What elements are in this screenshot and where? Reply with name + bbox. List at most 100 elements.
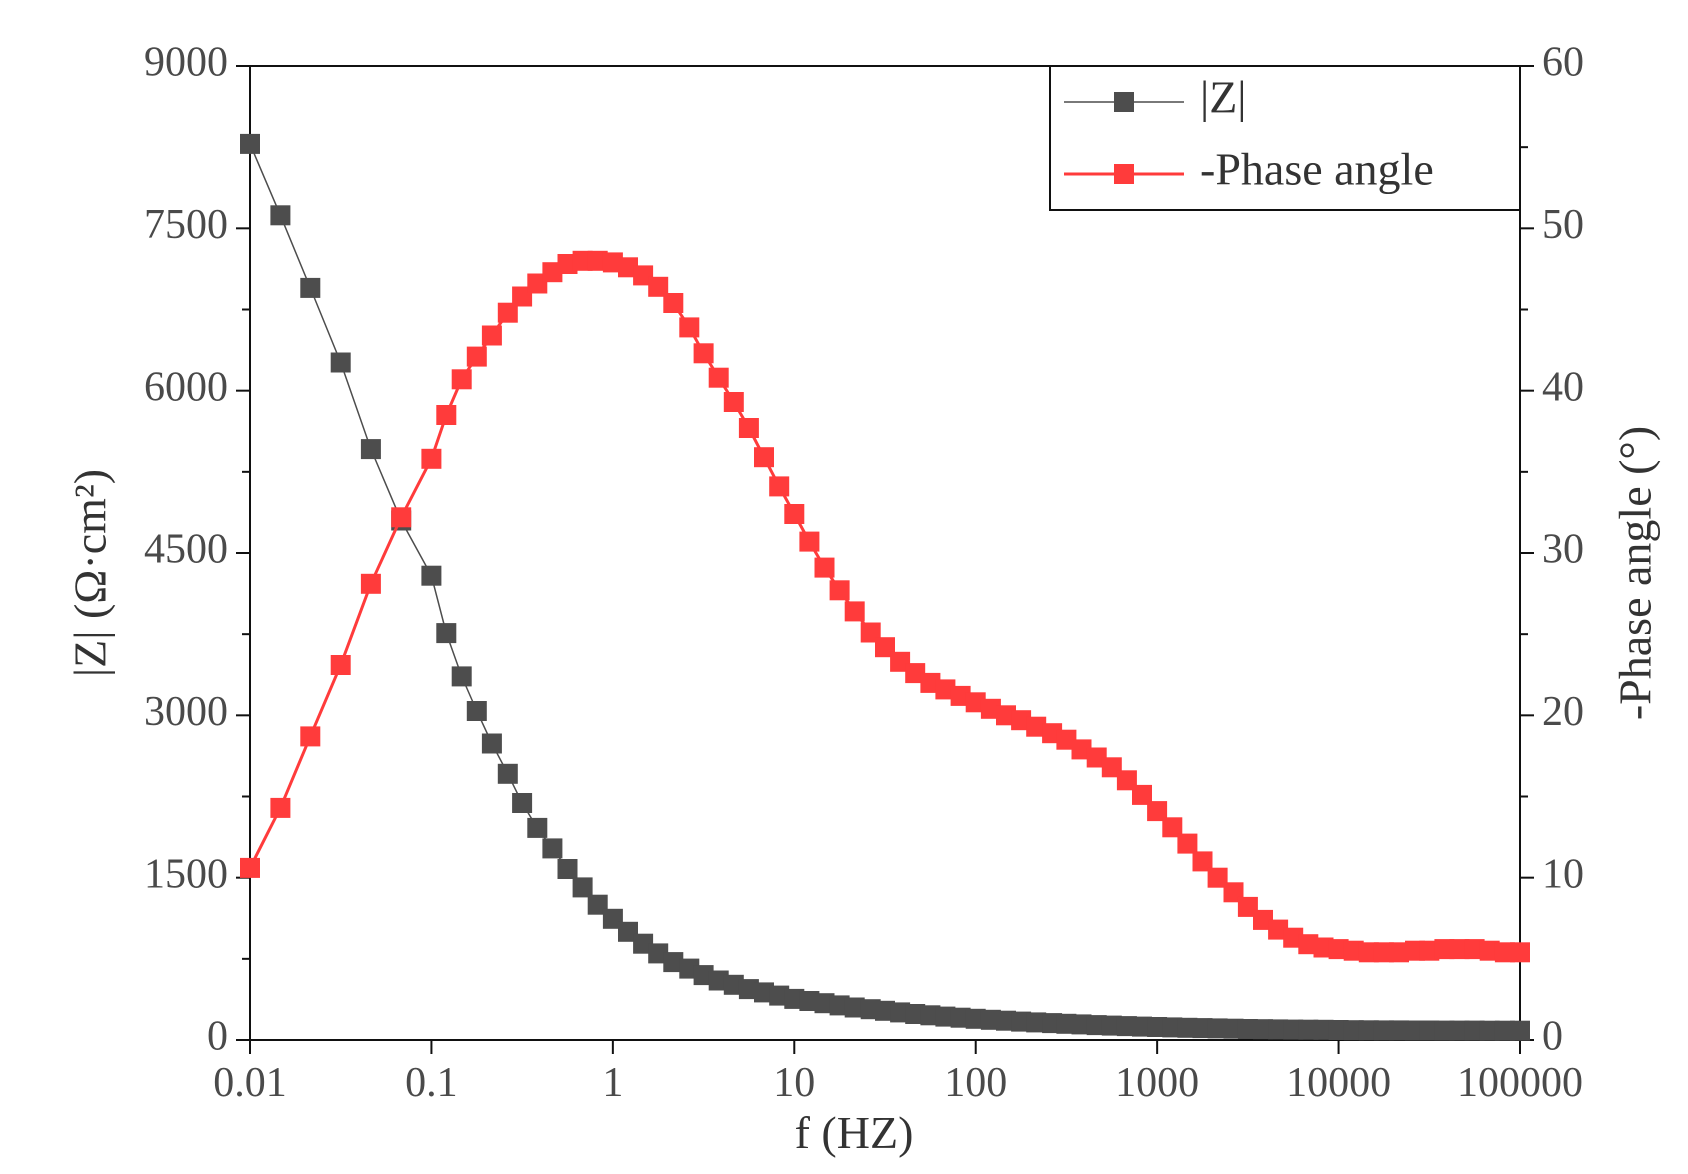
y-right-axis-title: -Phase angle (°)	[1610, 426, 1661, 720]
impedance-point	[436, 623, 457, 644]
phase-angle-point	[572, 250, 593, 271]
phase-angle-point	[1479, 940, 1500, 961]
impedance-point	[965, 1008, 986, 1029]
impedance-point	[330, 352, 351, 373]
impedance-point	[557, 859, 578, 879]
impedance-point	[935, 1006, 956, 1027]
phase-angle-point	[1510, 942, 1530, 963]
impedance-point	[360, 439, 381, 460]
impedance-point	[1419, 1020, 1440, 1041]
impedance-point	[1162, 1017, 1183, 1038]
impedance-point	[980, 1009, 1001, 1030]
phase-angle-point	[1434, 939, 1455, 960]
phase-angle-point	[829, 580, 850, 601]
phase-angle-point	[723, 392, 744, 412]
phase-angle-point	[1449, 939, 1470, 960]
y-right-tick-label: 40	[1542, 364, 1584, 410]
impedance-point	[844, 997, 865, 1018]
impedance-point	[1434, 1020, 1455, 1041]
phase-angle-point	[1298, 934, 1319, 955]
impedance-point	[1192, 1018, 1213, 1039]
phase-angle-point	[1026, 716, 1047, 737]
impedance-point	[1237, 1019, 1258, 1039]
phase-angle-point	[1207, 867, 1228, 888]
impedance-point	[814, 993, 835, 1014]
phase-angle-point	[481, 325, 502, 346]
impedance-point	[1464, 1020, 1485, 1041]
impedance-series	[240, 133, 1530, 1041]
impedance-point	[1298, 1019, 1319, 1040]
legend: |Z| -Phase angle	[1049, 65, 1521, 211]
phase-angle-point	[814, 557, 835, 578]
phase-angle-point	[587, 250, 608, 271]
y-left-tick-label: 7500	[144, 202, 228, 248]
impedance-point	[1101, 1015, 1122, 1036]
impedance-point	[1373, 1020, 1394, 1041]
phase-angle-point	[1132, 784, 1152, 805]
impedance-point	[950, 1007, 971, 1028]
phase-angle-point	[451, 369, 472, 390]
impedance-point	[527, 817, 548, 838]
phase-angle-point	[1253, 909, 1273, 930]
phase-angle-point	[1328, 939, 1349, 960]
plot-frame	[249, 65, 1521, 1041]
legend-marker	[1114, 164, 1134, 184]
impedance-point	[587, 894, 608, 915]
impedance-point	[421, 565, 442, 586]
phase-angle-point	[1101, 757, 1122, 778]
phase-angle-point	[1177, 833, 1198, 854]
impedance-point	[240, 133, 260, 154]
phase-angle-point	[557, 254, 578, 274]
x-tick-label: 10	[773, 1060, 815, 1106]
impedance-point	[481, 733, 502, 754]
impedance-point	[1253, 1019, 1273, 1040]
x-tick-label: 1	[602, 1060, 623, 1106]
phase-angle-point	[693, 343, 714, 364]
phase-angle-series	[240, 250, 1530, 963]
phase-angle-point	[1373, 942, 1394, 963]
y-left-tick-label: 9000	[144, 40, 228, 86]
phase-angle-point	[542, 262, 563, 283]
y-left-tick-label: 1500	[144, 851, 228, 897]
phase-angle-point	[300, 726, 321, 747]
x-tick-label: 100000	[1457, 1060, 1583, 1106]
impedance-point	[693, 965, 714, 986]
phase-angle-point	[890, 651, 911, 672]
phase-angle-point	[875, 637, 895, 658]
impedance-point	[723, 974, 744, 995]
phase-angle-point	[965, 692, 986, 713]
y-right-tick-label: 10	[1542, 851, 1584, 897]
impedance-point	[1177, 1017, 1198, 1038]
x-tick-label: 0.1	[405, 1060, 458, 1106]
phase-angle-point	[1192, 851, 1213, 872]
impedance-point	[1086, 1015, 1107, 1036]
y-right-tick-label: 50	[1542, 202, 1584, 248]
impedance-point	[1011, 1011, 1032, 1032]
phase-angle-point	[466, 346, 487, 367]
legend-box	[1049, 65, 1521, 211]
phase-angle-point	[1268, 919, 1289, 940]
impedance-point	[512, 793, 533, 813]
phase-angle-point	[633, 265, 654, 286]
y-left-tick-label: 0	[207, 1014, 228, 1060]
phase-angle-point	[738, 418, 759, 438]
impedance-point	[648, 943, 669, 964]
phase-angle-point	[1116, 770, 1137, 791]
phase-angle-point	[602, 252, 623, 273]
phase-angle-point	[270, 797, 291, 818]
phase-angle-point	[663, 293, 684, 313]
legend-label: -Phase angle	[1200, 144, 1434, 195]
impedance-point	[1116, 1016, 1137, 1037]
impedance-point	[1313, 1019, 1334, 1040]
impedance-point	[663, 952, 684, 973]
phase-angle-point	[618, 257, 638, 278]
phase-angle-point	[1147, 801, 1168, 822]
y-right-tick-label: 30	[1542, 527, 1584, 573]
phase-angle-point	[844, 601, 865, 622]
impedance-point	[738, 979, 759, 1000]
phase-angle-point	[679, 317, 700, 338]
phase-angle-point	[769, 476, 790, 497]
impedance-point	[1358, 1020, 1379, 1041]
impedance-point	[996, 1010, 1016, 1031]
